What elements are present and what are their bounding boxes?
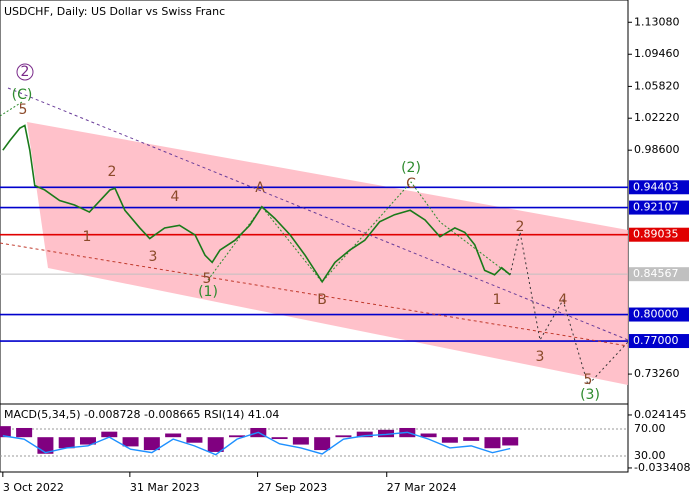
macd-bar bbox=[101, 431, 118, 438]
macd-bar bbox=[207, 437, 224, 452]
level-label: 0.89035 bbox=[633, 228, 679, 241]
chart-title: USDCHF, Daily: US Dollar vs Swiss Franc bbox=[4, 5, 225, 18]
macd-bar bbox=[0, 426, 11, 438]
wave-label: 5 bbox=[203, 271, 212, 287]
wave-label: 4 bbox=[559, 292, 568, 308]
macd-bar bbox=[58, 437, 75, 449]
macd-bar bbox=[420, 433, 437, 438]
macd-bar bbox=[79, 437, 96, 445]
y-tick-label: -0.033408 bbox=[634, 461, 690, 474]
macd-bar bbox=[484, 437, 501, 449]
forecast-line bbox=[509, 231, 629, 386]
wave-line bbox=[0, 101, 23, 117]
y2-tick-label: 30.00 bbox=[634, 449, 666, 462]
wave-label: 1 bbox=[493, 292, 502, 308]
y-tick-label: 0.73260 bbox=[634, 367, 680, 380]
price-line bbox=[2, 124, 511, 284]
level-label: 0.80000 bbox=[633, 308, 679, 321]
wave-label: A bbox=[255, 180, 265, 196]
level-label-box bbox=[629, 307, 689, 322]
wave-label: 2 bbox=[21, 64, 30, 80]
macd-bar bbox=[335, 435, 352, 438]
level-label-box bbox=[629, 180, 689, 195]
wave-label: (2) bbox=[401, 160, 421, 176]
wave-label: 5 bbox=[19, 102, 28, 118]
macd-bar bbox=[441, 437, 458, 443]
wave-label: 2 bbox=[516, 219, 525, 235]
level-label-box bbox=[629, 227, 689, 242]
x-tick-label: 27 Mar 2024 bbox=[387, 481, 457, 494]
wave-label: 5 bbox=[584, 372, 593, 388]
level-label: 0.84567 bbox=[633, 267, 679, 280]
wave-label: (3) bbox=[580, 387, 600, 403]
wave-label: (1) bbox=[198, 284, 218, 300]
y-tick-label: 1.02220 bbox=[634, 111, 680, 124]
macd-bar bbox=[271, 437, 288, 440]
wave-label: B bbox=[317, 292, 327, 308]
level-label-box bbox=[629, 267, 689, 282]
macd-bar bbox=[229, 435, 246, 438]
macd-bar bbox=[16, 427, 33, 438]
y-tick-label: 0.024145 bbox=[634, 408, 687, 421]
wave-label: 3 bbox=[536, 349, 545, 365]
wave-line bbox=[207, 181, 511, 283]
level-label: 0.92107 bbox=[633, 201, 679, 214]
wave-label: C bbox=[406, 176, 416, 192]
macd-bar bbox=[463, 437, 480, 441]
x-tick-label: 31 Mar 2023 bbox=[130, 481, 200, 494]
level-label: 0.77000 bbox=[633, 334, 679, 347]
wave-label: 3 bbox=[149, 249, 158, 265]
level-label: 0.94403 bbox=[633, 180, 679, 193]
wave-circle bbox=[16, 63, 34, 81]
x-tick-label: 3 Oct 2022 bbox=[3, 481, 64, 494]
y-tick-label: 1.09460 bbox=[634, 47, 680, 60]
macd-bar bbox=[378, 429, 395, 438]
macd-bar bbox=[292, 437, 309, 445]
y-tick-label: 0.98600 bbox=[634, 143, 680, 156]
y2-tick-label: 70.00 bbox=[634, 422, 666, 435]
macd-bar bbox=[122, 437, 139, 447]
wave-label: 1 bbox=[83, 229, 92, 245]
macd-bar bbox=[186, 437, 203, 443]
wave-label: (C) bbox=[12, 87, 33, 103]
y-tick-label: 1.05820 bbox=[634, 79, 680, 92]
rsi-line bbox=[2, 431, 511, 456]
macd-bar bbox=[356, 431, 373, 438]
wave-label: 2 bbox=[108, 164, 117, 180]
macd-bar bbox=[502, 437, 519, 446]
macd-bar bbox=[314, 437, 331, 451]
macd-bar bbox=[165, 433, 182, 438]
macd-bar bbox=[143, 437, 160, 451]
trend-line bbox=[0, 242, 629, 347]
level-label-box bbox=[629, 200, 689, 215]
wave-label: 4 bbox=[171, 189, 180, 205]
indicator-title: MACD(5,34,5) -0.008728 -0.008665 RSI(14)… bbox=[4, 408, 279, 421]
x-tick-label: 27 Sep 2023 bbox=[258, 481, 328, 494]
y-tick-label: 1.13080 bbox=[634, 15, 680, 28]
level-label-box bbox=[629, 334, 689, 349]
